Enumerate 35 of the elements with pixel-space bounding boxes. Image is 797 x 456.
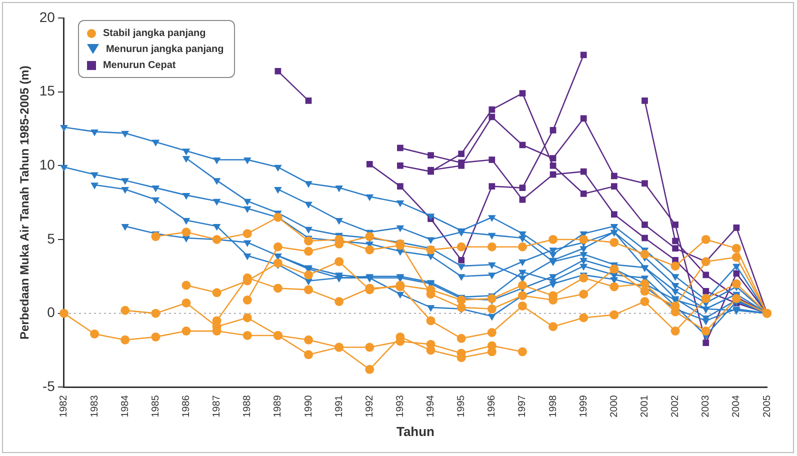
x-tick-label: 1991 — [334, 394, 345, 418]
y-axis-title: Perbedaan Muka Air Tanah Tahun 1985-2005 (m) — [18, 66, 32, 340]
x-tick-label: 2003 — [700, 394, 712, 418]
x-tick-label: 1993 — [394, 394, 406, 418]
x-tick-label: 2004 — [731, 394, 742, 418]
x-tick-label: 1986 — [180, 394, 192, 418]
x-tick-label: 1985 — [150, 394, 162, 418]
x-tick-label: 1994 — [426, 394, 437, 418]
x-tick-label: 1982 — [58, 394, 70, 418]
x-axis-title: Tahun — [396, 424, 435, 439]
legend-label: Menurun Cepat — [102, 60, 176, 70]
y-tick-label: 5 — [47, 230, 56, 246]
x-tick-label: 1989 — [272, 394, 284, 418]
x-tick-label: 1984 — [120, 394, 131, 418]
x-tick-label: 1995 — [456, 394, 468, 418]
y-tick-label: 10 — [39, 156, 56, 173]
x-tick-label: 1998 — [548, 394, 559, 418]
x-tick-label: 1990 — [303, 394, 314, 418]
x-tick-label: 1999 — [578, 394, 590, 418]
y-tick-label: -5 — [42, 378, 56, 394]
legend-label: Menurun jangka panjang — [106, 44, 224, 54]
y-tick-label: 20 — [39, 8, 56, 25]
legend-label: Stabil jangka panjang — [102, 28, 206, 38]
x-tick-label: 1997 — [517, 394, 528, 418]
y-tick-label: 15 — [39, 82, 56, 99]
x-tick-label: 2002 — [670, 394, 682, 418]
x-tick-label: 1992 — [364, 394, 376, 418]
x-tick-label: 1996 — [486, 394, 498, 418]
x-tick-label: 1987 — [212, 394, 223, 418]
x-tick-label: 2000 — [608, 394, 620, 418]
x-tick-label: 1988 — [242, 394, 254, 418]
x-tick-label: 1983 — [89, 394, 100, 418]
x-tick-label: 2005 — [762, 394, 773, 418]
x-tick-label: 2001 — [639, 394, 650, 418]
y-tick-label: 0 — [47, 304, 56, 320]
